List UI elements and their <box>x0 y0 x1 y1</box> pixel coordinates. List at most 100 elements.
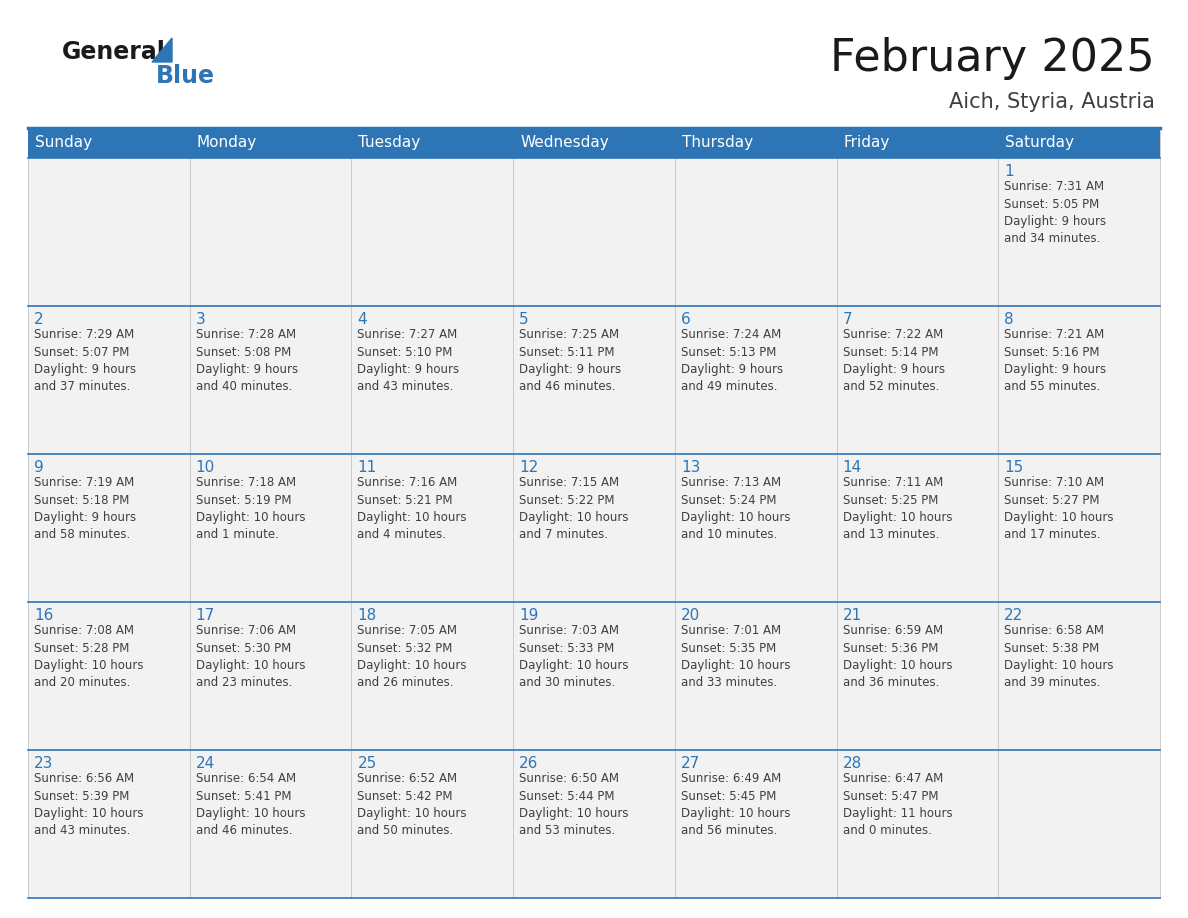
Bar <box>513 454 675 602</box>
Bar <box>513 306 675 454</box>
Text: Tuesday: Tuesday <box>359 136 421 151</box>
Text: Sunrise: 7:29 AM
Sunset: 5:07 PM
Daylight: 9 hours
and 37 minutes.: Sunrise: 7:29 AM Sunset: 5:07 PM Dayligh… <box>34 328 137 394</box>
Text: 19: 19 <box>519 608 538 623</box>
Text: 18: 18 <box>358 608 377 623</box>
Text: Sunrise: 7:25 AM
Sunset: 5:11 PM
Daylight: 9 hours
and 46 minutes.: Sunrise: 7:25 AM Sunset: 5:11 PM Dayligh… <box>519 328 621 394</box>
Text: Sunrise: 6:59 AM
Sunset: 5:36 PM
Daylight: 10 hours
and 36 minutes.: Sunrise: 6:59 AM Sunset: 5:36 PM Dayligh… <box>842 624 952 689</box>
Bar <box>675 128 836 158</box>
Text: 9: 9 <box>34 460 44 475</box>
Text: 12: 12 <box>519 460 538 475</box>
Text: Sunrise: 7:28 AM
Sunset: 5:08 PM
Daylight: 9 hours
and 40 minutes.: Sunrise: 7:28 AM Sunset: 5:08 PM Dayligh… <box>196 328 298 394</box>
Text: Sunrise: 6:58 AM
Sunset: 5:38 PM
Daylight: 10 hours
and 39 minutes.: Sunrise: 6:58 AM Sunset: 5:38 PM Dayligh… <box>1004 624 1114 689</box>
Text: 15: 15 <box>1004 460 1024 475</box>
Text: Sunrise: 7:21 AM
Sunset: 5:16 PM
Daylight: 9 hours
and 55 minutes.: Sunrise: 7:21 AM Sunset: 5:16 PM Dayligh… <box>1004 328 1106 394</box>
Text: Sunrise: 7:18 AM
Sunset: 5:19 PM
Daylight: 10 hours
and 1 minute.: Sunrise: 7:18 AM Sunset: 5:19 PM Dayligh… <box>196 476 305 542</box>
Bar <box>675 158 836 306</box>
Bar <box>352 158 513 306</box>
Bar <box>29 306 190 454</box>
Bar <box>513 128 675 158</box>
Bar <box>836 454 998 602</box>
Bar <box>836 750 998 898</box>
Text: Monday: Monday <box>197 136 257 151</box>
Text: Sunrise: 7:27 AM
Sunset: 5:10 PM
Daylight: 9 hours
and 43 minutes.: Sunrise: 7:27 AM Sunset: 5:10 PM Dayligh… <box>358 328 460 394</box>
Text: 16: 16 <box>34 608 53 623</box>
Text: Sunrise: 7:06 AM
Sunset: 5:30 PM
Daylight: 10 hours
and 23 minutes.: Sunrise: 7:06 AM Sunset: 5:30 PM Dayligh… <box>196 624 305 689</box>
Bar <box>675 306 836 454</box>
Text: 7: 7 <box>842 312 852 327</box>
Text: 26: 26 <box>519 756 538 771</box>
Text: Sunrise: 7:05 AM
Sunset: 5:32 PM
Daylight: 10 hours
and 26 minutes.: Sunrise: 7:05 AM Sunset: 5:32 PM Dayligh… <box>358 624 467 689</box>
Bar <box>675 750 836 898</box>
Bar <box>190 306 352 454</box>
Text: Sunrise: 7:24 AM
Sunset: 5:13 PM
Daylight: 9 hours
and 49 minutes.: Sunrise: 7:24 AM Sunset: 5:13 PM Dayligh… <box>681 328 783 394</box>
Text: 22: 22 <box>1004 608 1024 623</box>
Text: General: General <box>62 40 166 64</box>
Text: Sunrise: 7:22 AM
Sunset: 5:14 PM
Daylight: 9 hours
and 52 minutes.: Sunrise: 7:22 AM Sunset: 5:14 PM Dayligh… <box>842 328 944 394</box>
Text: Thursday: Thursday <box>682 136 753 151</box>
Text: 3: 3 <box>196 312 206 327</box>
Text: Sunrise: 7:19 AM
Sunset: 5:18 PM
Daylight: 9 hours
and 58 minutes.: Sunrise: 7:19 AM Sunset: 5:18 PM Dayligh… <box>34 476 137 542</box>
Bar <box>352 306 513 454</box>
Text: Sunrise: 7:11 AM
Sunset: 5:25 PM
Daylight: 10 hours
and 13 minutes.: Sunrise: 7:11 AM Sunset: 5:25 PM Dayligh… <box>842 476 952 542</box>
Text: 10: 10 <box>196 460 215 475</box>
Bar <box>998 158 1159 306</box>
Bar <box>998 306 1159 454</box>
Text: Sunrise: 7:15 AM
Sunset: 5:22 PM
Daylight: 10 hours
and 7 minutes.: Sunrise: 7:15 AM Sunset: 5:22 PM Dayligh… <box>519 476 628 542</box>
Bar <box>836 602 998 750</box>
Bar <box>513 602 675 750</box>
Text: 27: 27 <box>681 756 700 771</box>
Bar <box>836 128 998 158</box>
Bar <box>836 306 998 454</box>
Text: Sunrise: 7:01 AM
Sunset: 5:35 PM
Daylight: 10 hours
and 33 minutes.: Sunrise: 7:01 AM Sunset: 5:35 PM Dayligh… <box>681 624 790 689</box>
Bar <box>29 454 190 602</box>
Bar <box>29 602 190 750</box>
Text: Sunrise: 7:16 AM
Sunset: 5:21 PM
Daylight: 10 hours
and 4 minutes.: Sunrise: 7:16 AM Sunset: 5:21 PM Dayligh… <box>358 476 467 542</box>
Text: 4: 4 <box>358 312 367 327</box>
Bar <box>998 128 1159 158</box>
Text: 25: 25 <box>358 756 377 771</box>
Text: Sunrise: 6:47 AM
Sunset: 5:47 PM
Daylight: 11 hours
and 0 minutes.: Sunrise: 6:47 AM Sunset: 5:47 PM Dayligh… <box>842 772 953 837</box>
Text: 21: 21 <box>842 608 861 623</box>
Text: Sunrise: 6:49 AM
Sunset: 5:45 PM
Daylight: 10 hours
and 56 minutes.: Sunrise: 6:49 AM Sunset: 5:45 PM Dayligh… <box>681 772 790 837</box>
Text: 2: 2 <box>34 312 44 327</box>
Text: Sunrise: 7:13 AM
Sunset: 5:24 PM
Daylight: 10 hours
and 10 minutes.: Sunrise: 7:13 AM Sunset: 5:24 PM Dayligh… <box>681 476 790 542</box>
Text: 24: 24 <box>196 756 215 771</box>
Text: Friday: Friday <box>843 136 890 151</box>
Text: 8: 8 <box>1004 312 1013 327</box>
Text: Blue: Blue <box>156 64 215 88</box>
Bar <box>513 750 675 898</box>
Text: 28: 28 <box>842 756 861 771</box>
Text: Sunrise: 6:52 AM
Sunset: 5:42 PM
Daylight: 10 hours
and 50 minutes.: Sunrise: 6:52 AM Sunset: 5:42 PM Dayligh… <box>358 772 467 837</box>
Bar <box>675 454 836 602</box>
Text: 6: 6 <box>681 312 690 327</box>
Text: Sunrise: 6:54 AM
Sunset: 5:41 PM
Daylight: 10 hours
and 46 minutes.: Sunrise: 6:54 AM Sunset: 5:41 PM Dayligh… <box>196 772 305 837</box>
Polygon shape <box>152 38 172 62</box>
Text: Saturday: Saturday <box>1005 136 1074 151</box>
Text: Aich, Styria, Austria: Aich, Styria, Austria <box>949 92 1155 112</box>
Text: 17: 17 <box>196 608 215 623</box>
Bar <box>675 602 836 750</box>
Text: 13: 13 <box>681 460 700 475</box>
Bar <box>29 128 190 158</box>
Bar <box>513 158 675 306</box>
Bar <box>998 602 1159 750</box>
Text: 5: 5 <box>519 312 529 327</box>
Text: Sunrise: 7:08 AM
Sunset: 5:28 PM
Daylight: 10 hours
and 20 minutes.: Sunrise: 7:08 AM Sunset: 5:28 PM Dayligh… <box>34 624 144 689</box>
Bar <box>190 602 352 750</box>
Bar <box>190 158 352 306</box>
Text: Sunrise: 7:31 AM
Sunset: 5:05 PM
Daylight: 9 hours
and 34 minutes.: Sunrise: 7:31 AM Sunset: 5:05 PM Dayligh… <box>1004 180 1106 245</box>
Text: February 2025: February 2025 <box>830 37 1155 80</box>
Bar <box>836 158 998 306</box>
Bar <box>190 128 352 158</box>
Text: 11: 11 <box>358 460 377 475</box>
Bar <box>352 602 513 750</box>
Bar <box>190 750 352 898</box>
Bar <box>352 454 513 602</box>
Text: Wednesday: Wednesday <box>520 136 609 151</box>
Text: Sunrise: 7:10 AM
Sunset: 5:27 PM
Daylight: 10 hours
and 17 minutes.: Sunrise: 7:10 AM Sunset: 5:27 PM Dayligh… <box>1004 476 1114 542</box>
Text: 23: 23 <box>34 756 53 771</box>
Text: 14: 14 <box>842 460 861 475</box>
Text: Sunrise: 7:03 AM
Sunset: 5:33 PM
Daylight: 10 hours
and 30 minutes.: Sunrise: 7:03 AM Sunset: 5:33 PM Dayligh… <box>519 624 628 689</box>
Text: Sunrise: 6:50 AM
Sunset: 5:44 PM
Daylight: 10 hours
and 53 minutes.: Sunrise: 6:50 AM Sunset: 5:44 PM Dayligh… <box>519 772 628 837</box>
Text: 20: 20 <box>681 608 700 623</box>
